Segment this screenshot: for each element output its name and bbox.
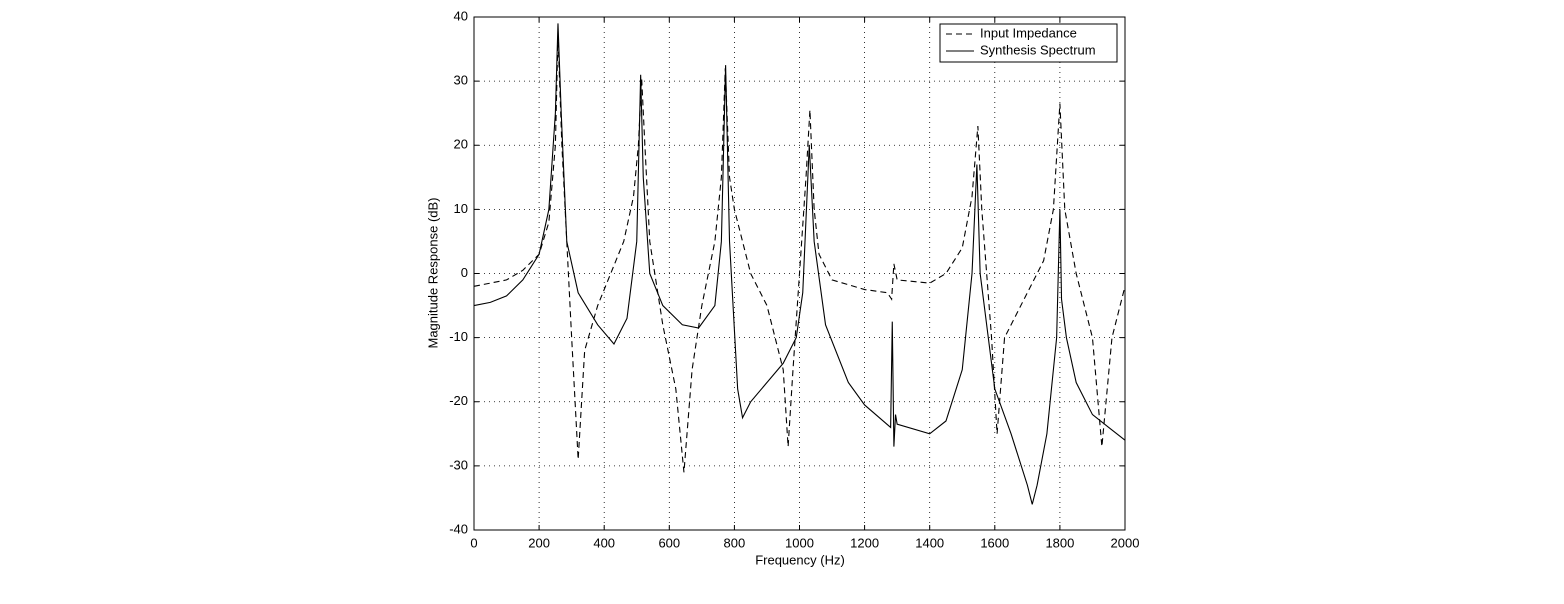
plot-frame — [473, 16, 1126, 531]
x-tick-label: 0 — [470, 535, 477, 550]
y-tick-label: 10 — [454, 201, 468, 216]
legend-box — [939, 23, 1118, 63]
y-tick-label: 30 — [454, 73, 468, 88]
x-tick-label: 2000 — [1111, 535, 1140, 550]
y-tick-label: -30 — [449, 457, 468, 472]
x-tick-label: 800 — [724, 535, 746, 550]
legend-label: Synthesis Spectrum — [980, 42, 1096, 57]
x-tick-label: 400 — [593, 535, 615, 550]
y-tick-label: -40 — [449, 521, 468, 536]
x-tick-label: 1600 — [980, 535, 1009, 550]
y-tick-label: 20 — [454, 137, 468, 152]
x-tick-label: 1400 — [915, 535, 944, 550]
legend-label: Input Impedance — [980, 25, 1077, 40]
x-tick-label: 200 — [528, 535, 550, 550]
legend: Input Impedance Synthesis Spectrum — [939, 23, 1118, 63]
y-tick-label: 40 — [454, 8, 468, 23]
x-tick-label: 1800 — [1045, 535, 1074, 550]
y-axis-label: Magnitude Response (dB) — [425, 197, 440, 348]
x-tick-label: 600 — [658, 535, 680, 550]
series-line — [473, 23, 1126, 505]
y-tick-label: -10 — [449, 329, 468, 344]
x-tick-label: 1000 — [785, 535, 814, 550]
x-tick-label: 1200 — [850, 535, 879, 550]
y-tick-label: 0 — [461, 265, 468, 280]
y-tick-label: -20 — [449, 393, 468, 408]
x-axis-label: Frequency (Hz) — [755, 552, 845, 567]
